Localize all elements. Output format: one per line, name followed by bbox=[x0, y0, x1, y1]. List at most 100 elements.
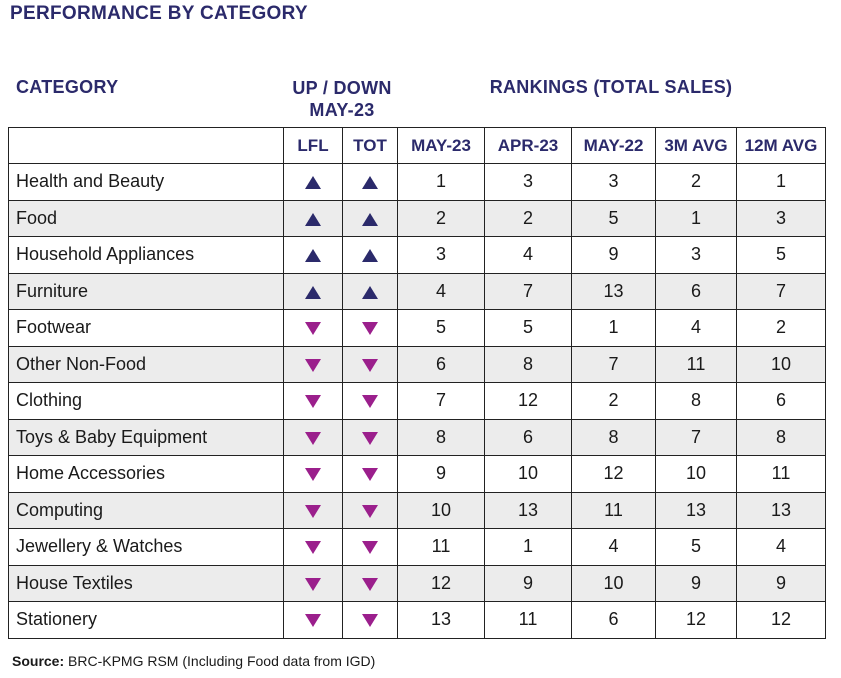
table-row: Jewellery & Watches 11 1 4 5 4 bbox=[8, 528, 826, 566]
triangle-up-icon bbox=[362, 176, 378, 189]
lfl-direction-cell bbox=[283, 382, 343, 420]
may23-rank: 13 bbox=[397, 601, 485, 639]
triangle-down-icon bbox=[305, 614, 321, 627]
category-heading: CATEGORY bbox=[16, 77, 119, 97]
column-header-may23: MAY-23 bbox=[397, 127, 485, 164]
table-row: Toys & Baby Equipment 8 6 8 7 8 bbox=[8, 418, 826, 456]
column-header-lfl: LFL bbox=[283, 127, 343, 164]
triangle-down-icon bbox=[305, 431, 321, 445]
table-row: Health and Beauty 1 3 3 2 1 bbox=[8, 163, 826, 201]
triangle-up-icon bbox=[305, 176, 321, 189]
3m-avg-rank: 12 bbox=[655, 601, 737, 639]
may23-rank: 2 bbox=[397, 199, 485, 237]
column-header-apr23: APR-23 bbox=[484, 127, 572, 164]
column-header-3m-avg: 3M AVG bbox=[655, 127, 737, 164]
12m-avg-rank: 2 bbox=[736, 309, 826, 347]
lfl-direction-cell bbox=[283, 528, 343, 566]
may22-rank: 6 bbox=[571, 601, 656, 639]
apr23-rank: 4 bbox=[484, 236, 572, 274]
table-row: Furniture 4 7 13 6 7 bbox=[8, 272, 826, 310]
lfl-direction-cell bbox=[283, 418, 343, 456]
category-name: Computing bbox=[8, 491, 284, 529]
tot-direction-cell bbox=[342, 455, 398, 493]
lfl-direction-cell bbox=[283, 345, 343, 383]
table-row: Other Non-Food 6 8 7 11 10 bbox=[8, 345, 826, 383]
apr23-rank: 1 bbox=[484, 528, 572, 566]
category-name: Food bbox=[8, 199, 284, 237]
tot-direction-cell bbox=[342, 199, 398, 237]
12m-avg-rank: 11 bbox=[736, 455, 826, 493]
performance-table: LFL TOT MAY-23 APR-23 MAY-22 3M AVG 12M … bbox=[8, 127, 826, 639]
triangle-down-icon bbox=[362, 322, 378, 335]
apr23-rank: 7 bbox=[484, 272, 572, 310]
may23-rank: 6 bbox=[397, 345, 485, 383]
lfl-direction-cell bbox=[283, 236, 343, 274]
lfl-direction-cell bbox=[283, 564, 343, 602]
12m-avg-rank: 13 bbox=[736, 491, 826, 529]
up-down-heading-line2: MAY-23 bbox=[309, 100, 375, 120]
tot-direction-cell bbox=[342, 491, 398, 529]
table-row: House Textiles 12 9 10 9 9 bbox=[8, 564, 826, 602]
may22-rank: 10 bbox=[571, 564, 656, 602]
apr23-rank: 3 bbox=[484, 163, 572, 201]
page-title: PERFORMANCE BY CATEGORY bbox=[10, 3, 308, 24]
may22-rank: 1 bbox=[571, 309, 656, 347]
apr23-rank: 6 bbox=[484, 418, 572, 456]
apr23-rank: 11 bbox=[484, 601, 572, 639]
12m-avg-rank: 5 bbox=[736, 236, 826, 274]
category-name: Footwear bbox=[8, 309, 284, 347]
tot-direction-cell bbox=[342, 528, 398, 566]
triangle-down-icon bbox=[362, 614, 378, 627]
table-header-row: LFL TOT MAY-23 APR-23 MAY-22 3M AVG 12M … bbox=[8, 127, 826, 164]
3m-avg-rank: 2 bbox=[655, 163, 737, 201]
apr23-rank: 12 bbox=[484, 382, 572, 420]
table-row: Stationery 13 11 6 12 12 bbox=[8, 601, 826, 639]
column-header-category bbox=[8, 127, 284, 164]
triangle-up-icon bbox=[362, 212, 378, 226]
triangle-up-icon bbox=[305, 285, 321, 299]
table-row: Footwear 5 5 1 4 2 bbox=[8, 309, 826, 347]
may23-rank: 4 bbox=[397, 272, 485, 310]
3m-avg-rank: 4 bbox=[655, 309, 737, 347]
may22-rank: 12 bbox=[571, 455, 656, 493]
tot-direction-cell bbox=[342, 601, 398, 639]
tot-direction-cell bbox=[342, 345, 398, 383]
may23-rank: 10 bbox=[397, 491, 485, 529]
may23-rank: 12 bbox=[397, 564, 485, 602]
may23-rank: 5 bbox=[397, 309, 485, 347]
lfl-direction-cell bbox=[283, 199, 343, 237]
tot-direction-cell bbox=[342, 382, 398, 420]
12m-avg-rank: 10 bbox=[736, 345, 826, 383]
triangle-down-icon bbox=[362, 577, 378, 591]
3m-avg-rank: 10 bbox=[655, 455, 737, 493]
category-name: Household Appliances bbox=[8, 236, 284, 274]
may23-rank: 11 bbox=[397, 528, 485, 566]
3m-avg-rank: 13 bbox=[655, 491, 737, 529]
3m-avg-rank: 11 bbox=[655, 345, 737, 383]
table-row: Computing 10 13 11 13 13 bbox=[8, 491, 826, 529]
3m-avg-rank: 7 bbox=[655, 418, 737, 456]
source-label: Source: bbox=[12, 653, 65, 669]
triangle-down-icon bbox=[305, 541, 321, 554]
category-name: Clothing bbox=[8, 382, 284, 420]
source-note: Source: BRC-KPMG RSM (Including Food dat… bbox=[12, 653, 375, 669]
may23-rank: 8 bbox=[397, 418, 485, 456]
12m-avg-rank: 12 bbox=[736, 601, 826, 639]
category-name: House Textiles bbox=[8, 564, 284, 602]
12m-avg-rank: 6 bbox=[736, 382, 826, 420]
category-name: Health and Beauty bbox=[8, 163, 284, 201]
column-header-12m-avg: 12M AVG bbox=[736, 127, 826, 164]
3m-avg-rank: 8 bbox=[655, 382, 737, 420]
triangle-down-icon bbox=[362, 395, 378, 408]
tot-direction-cell bbox=[342, 236, 398, 274]
apr23-rank: 5 bbox=[484, 309, 572, 347]
3m-avg-rank: 9 bbox=[655, 564, 737, 602]
tot-direction-cell bbox=[342, 272, 398, 310]
may22-rank: 3 bbox=[571, 163, 656, 201]
may22-rank: 9 bbox=[571, 236, 656, 274]
table-row: Clothing 7 12 2 8 6 bbox=[8, 382, 826, 420]
may22-rank: 4 bbox=[571, 528, 656, 566]
rankings-heading: RANKINGS (TOTAL SALES) bbox=[489, 77, 733, 97]
12m-avg-rank: 1 bbox=[736, 163, 826, 201]
triangle-down-icon bbox=[305, 504, 321, 518]
